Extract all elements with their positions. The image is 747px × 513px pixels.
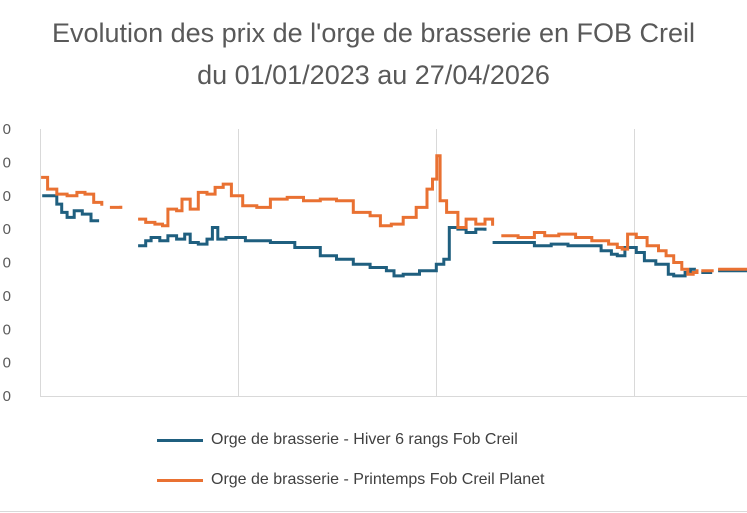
series-0-line-segment-4 xyxy=(718,269,747,273)
y-tick-label: 0 xyxy=(3,355,11,372)
legend-swatch-printemps xyxy=(157,478,203,482)
series-1-line-segment-5 xyxy=(718,267,747,271)
chart-title: Evolution des prix de l'orge de brasseri… xyxy=(52,18,695,48)
series-1-line-segment-3 xyxy=(501,231,699,276)
y-tick-label: 0 xyxy=(3,288,11,305)
y-tick-label: 0 xyxy=(3,388,11,405)
y-tick-label: 0 xyxy=(3,255,11,272)
y-tick-label: 0 xyxy=(3,188,11,205)
legend-label-printemps: Orge de brasserie - Printemps Fob Creil … xyxy=(211,471,545,488)
series-0-line-segment-0 xyxy=(42,194,100,223)
y-tick-label: 0 xyxy=(3,121,11,138)
series-1-line-segment-1 xyxy=(109,205,123,209)
series-1-line-segment-4 xyxy=(701,269,714,273)
legend-item-printemps[interactable]: Orge de brasserie - Printemps Fob Creil … xyxy=(157,469,544,491)
legend-item-hiver[interactable]: Orge de brasserie - Hiver 6 rangs Fob Cr… xyxy=(157,429,518,451)
y-tick-label: 0 xyxy=(3,221,11,238)
legend-swatch-hiver xyxy=(157,438,203,442)
chart-subtitle: du 01/01/2023 au 27/04/2026 xyxy=(197,60,550,90)
y-tick-label: 0 xyxy=(3,154,11,171)
y-tick-label: 0 xyxy=(3,321,11,338)
chart-frame-border xyxy=(0,511,747,512)
series-1-line-segment-0 xyxy=(41,175,104,206)
legend-label-hiver: Orge de brasserie - Hiver 6 rangs Fob Cr… xyxy=(211,431,518,448)
series-0-line-segment-1 xyxy=(138,226,487,278)
series-0-line-segment-2 xyxy=(492,241,696,278)
series-1-line-segment-2 xyxy=(138,154,495,229)
